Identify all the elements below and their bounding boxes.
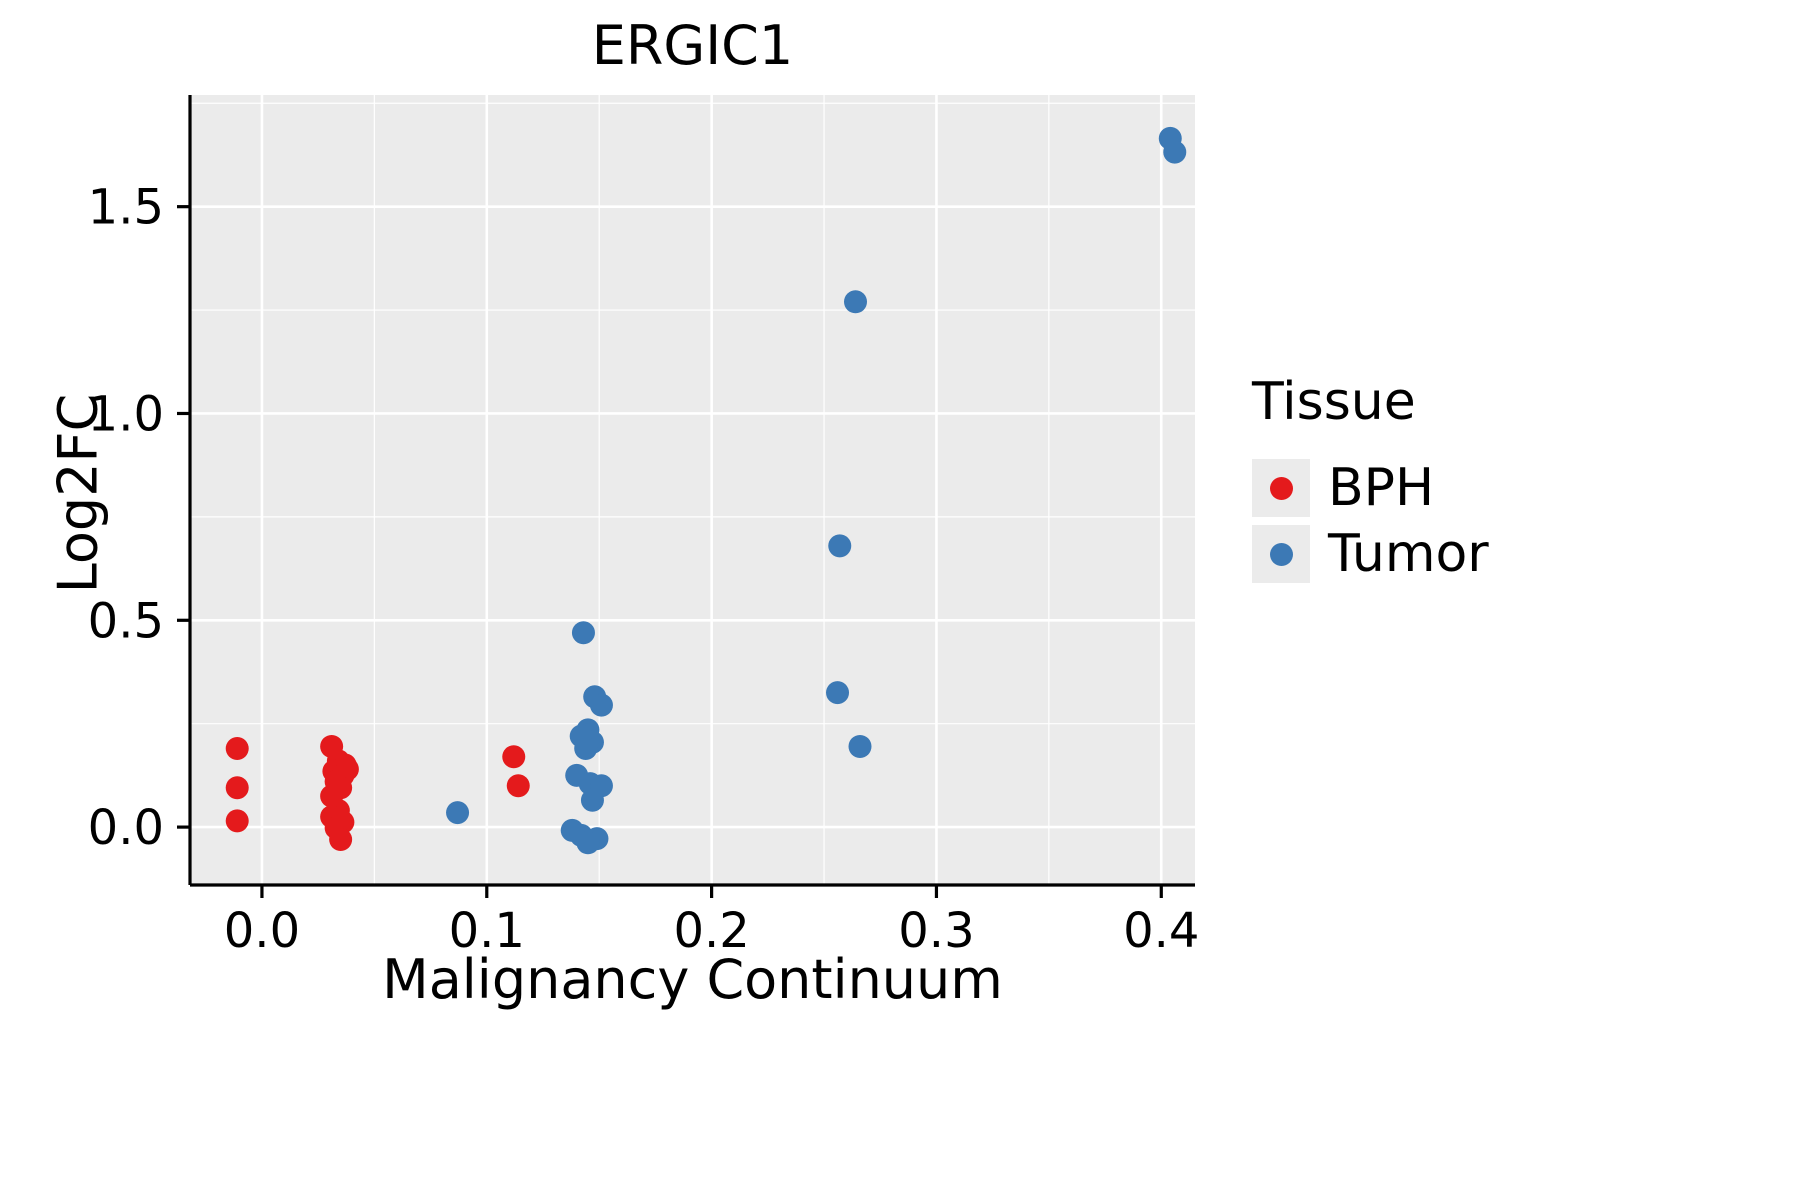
legend-label: Tumor — [1328, 524, 1489, 584]
data-point-bph — [506, 774, 530, 798]
data-point-tumor — [589, 693, 613, 717]
legend: Tissue BPH Tumor — [1252, 372, 1612, 590]
legend-swatch-icon — [1269, 542, 1293, 566]
data-point-bph — [225, 809, 249, 833]
data-point-tumor — [828, 534, 852, 558]
y-tick-label: 1.0 — [88, 386, 164, 442]
y-tick-label: 0.5 — [88, 593, 164, 649]
x-tick-label: 0.2 — [673, 903, 749, 959]
data-point-tumor — [580, 788, 604, 812]
data-point-tumor — [844, 290, 868, 314]
data-point-bph — [502, 745, 526, 769]
data-point-bph — [329, 828, 353, 852]
legend-item-bph: BPH — [1252, 458, 1612, 518]
data-point-bph — [225, 776, 249, 800]
x-tick-label: 0.3 — [898, 903, 974, 959]
x-tick-label: 0.4 — [1123, 903, 1199, 959]
data-point-tumor — [576, 831, 600, 855]
data-point-tumor — [1163, 140, 1187, 164]
data-point-tumor — [571, 621, 595, 645]
plot-panel — [190, 95, 1195, 885]
data-point-tumor — [446, 801, 470, 825]
legend-items: BPH Tumor — [1252, 458, 1612, 584]
legend-key — [1252, 459, 1310, 517]
data-point-tumor — [826, 681, 850, 705]
legend-key — [1252, 525, 1310, 583]
legend-label: BPH — [1328, 458, 1435, 518]
y-tick-label: 0.0 — [88, 800, 164, 856]
x-axis-title: Malignancy Continuum — [382, 948, 1003, 1011]
data-point-bph — [225, 737, 249, 761]
chart-title: ERGIC1 — [591, 14, 794, 77]
y-tick-label: 1.5 — [88, 180, 164, 236]
x-tick-label: 0.0 — [224, 903, 300, 959]
legend-item-tumor: Tumor — [1252, 524, 1612, 584]
data-point-tumor — [848, 734, 872, 758]
data-point-tumor — [574, 737, 598, 761]
y-axis-title: Log2FC — [46, 393, 110, 594]
legend-swatch-icon — [1269, 476, 1293, 500]
legend-title: Tissue — [1252, 372, 1416, 432]
x-tick-label: 0.1 — [449, 903, 525, 959]
